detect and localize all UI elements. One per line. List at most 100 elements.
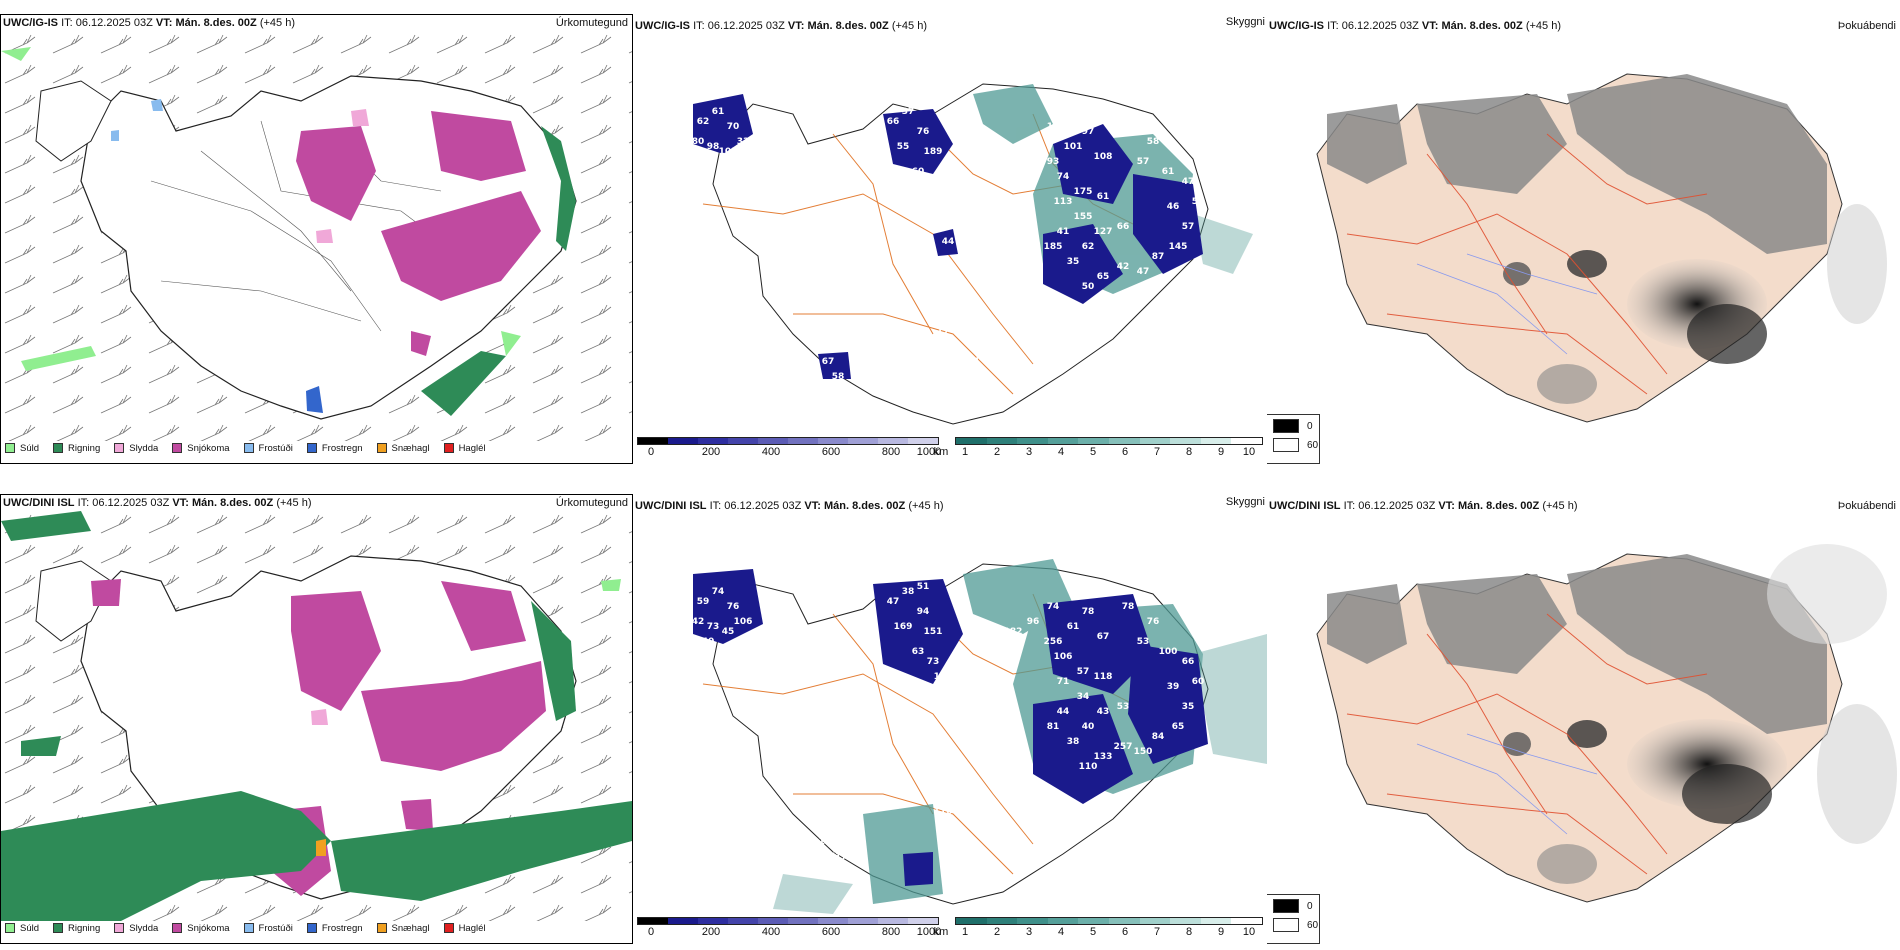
cloud-base-label: 57 [1137, 157, 1150, 167]
cloud-base-label: 145 [1169, 242, 1188, 252]
tick-label: 5 [1089, 446, 1097, 458]
cloud-base-label: 84 [1152, 732, 1165, 742]
tick-label: 6 [1121, 926, 1129, 938]
tick-label: 5 [1089, 926, 1097, 938]
cloud-base-label: 47 [1137, 267, 1150, 277]
tick-label: 10 [1242, 926, 1256, 938]
cloud-base-label: 44 [942, 237, 955, 247]
cloud-base-label: 58 [957, 257, 970, 267]
tick-label: 7 [1153, 926, 1161, 938]
legend-item: Rigning [53, 443, 100, 454]
cloud-base-label: 70 [727, 122, 740, 132]
cloud-base-label: 54 [827, 345, 840, 355]
tick-label: 3 [1025, 926, 1033, 938]
cloud-base-label: 56 [1007, 147, 1020, 157]
cloud-base-label: 717 [829, 852, 848, 862]
cloud-base-label: 93 [1047, 157, 1060, 167]
cloud-base-colorbar: m02004006008001000 [637, 917, 941, 939]
cloud-base-label: 150 [1134, 747, 1153, 757]
cloud-base-label: 65 [1172, 722, 1185, 732]
tick-label: 6 [1121, 446, 1129, 458]
tick-label: 1000 [916, 446, 942, 458]
fog-index-panel-row1: UWC/IG-IS IT: 06.12.2025 03Z VT: Mán. 8.… [1267, 14, 1900, 464]
cloud-base-label: 35 [1182, 702, 1195, 712]
tick-label: 1 [961, 926, 969, 938]
cloud-base-label: 47 [887, 597, 900, 607]
cloud-visibility-panel-row1: UWC/IG-IS IT: 06.12.2025 03Z VT: Mán. 8.… [633, 14, 1267, 464]
cloud-base-label: 74 [1057, 172, 1070, 182]
cloud-base-label: 61 [1097, 192, 1110, 202]
legend-item: 0 [1273, 899, 1319, 913]
cloud-base-label: 66 [1182, 657, 1195, 667]
cloud-base-label: 96 [1027, 617, 1040, 627]
cloud-base-label: 100 [1159, 647, 1178, 657]
legend-item: Frostregn [306, 923, 363, 934]
cloud-base-label: 60 [1192, 677, 1205, 687]
cloud-base-colorbar: m02004006008001000 [637, 437, 942, 459]
cloud-base-label: 76 [917, 127, 930, 137]
cloud-base-label: 189 [924, 147, 943, 157]
precip-legend: Súld Rigning Slydda Snjókoma Frostúði Fr… [5, 439, 500, 457]
cloud-base-label: 52 [947, 827, 960, 837]
cloud-base-label: 61 [1162, 167, 1175, 177]
cloud-base-label: 78 [1122, 602, 1135, 612]
tick-label: 3 [1025, 446, 1033, 458]
cloud-base-label: 44 [967, 357, 980, 367]
cloud-base-label: 67 [822, 357, 835, 367]
precip-type-panel-row2: UWC/DINI ISL IT: 06.12.2025 03Z VT: Mán.… [0, 494, 633, 944]
colorbar-unit: km [933, 926, 949, 938]
cloud-base-label: 42 [1117, 262, 1130, 272]
cloud-base-label: 113 [1054, 197, 1073, 207]
cloud-base-label: 108 [1094, 152, 1113, 162]
tick-label: 400 [761, 446, 781, 458]
cloud-base-label: 40 [702, 637, 715, 647]
panel-title: UWC/DINI ISL IT: 06.12.2025 03Z VT: Mán.… [3, 497, 312, 509]
cloud-base-label: 80 [692, 137, 705, 147]
tick-label: 8 [1185, 446, 1193, 458]
precip-type-map [1, 511, 632, 921]
cloud-base-label: 40 [1082, 722, 1095, 732]
legend-item: Súld [5, 443, 39, 454]
cloud-base-label: 257 [1114, 742, 1133, 752]
cloud-base-label: 57 [947, 207, 960, 217]
cloud-base-label: 109 [699, 157, 718, 167]
cloud-base-label: 73 [707, 622, 720, 632]
cloud-base-label: 57 [1182, 222, 1195, 232]
cloud-base-label: 110 [1079, 762, 1098, 772]
cloud-base-label: 35 [1067, 257, 1080, 267]
cloud-base-label: 175 [1074, 187, 1093, 197]
legend-item: Frostúði [243, 923, 293, 934]
cloud-base-label: 74 [942, 717, 955, 727]
cloud-base-label: 127 [1094, 227, 1113, 237]
cloud-base-label: 106 [734, 617, 753, 627]
cloud-base-label: 38 [1067, 737, 1080, 747]
legend-item: Slydda [114, 443, 158, 454]
cloud-base-label: 65 [1097, 272, 1110, 282]
precip-type-panel-row1: UWC/IG-IS IT: 06.12.2025 03Z VT: Mán. 8.… [0, 14, 633, 464]
precip-type-map [1, 31, 632, 441]
fog-label: Þokuábendi [1837, 500, 1896, 512]
panel-title: UWC/IG-IS IT: 06.12.2025 03Z VT: Mán. 8.… [3, 17, 295, 29]
legend-item: Rigning [53, 923, 100, 934]
legend-item: Súld [5, 923, 39, 934]
cloud-base-label: 47 [1182, 177, 1195, 187]
cloud-base-label: 62 [1082, 242, 1095, 252]
tick-label: 400 [761, 926, 781, 938]
tick-label: 9 [1217, 446, 1225, 458]
cloud-base-label: 58 [1147, 137, 1160, 147]
tick-label: 9 [1217, 926, 1225, 938]
legend-item: Frostregn [306, 443, 363, 454]
cloud-base-label: 155 [1074, 212, 1093, 222]
cloud-base-label: 78 [1082, 607, 1095, 617]
low-cloud-areas [693, 94, 1203, 379]
fog-index-map [1316, 544, 1897, 903]
cloud-base-label: 65 [1122, 122, 1135, 132]
cloud-base-label: 133 [1094, 752, 1113, 762]
cloud-base-label: 59 [697, 597, 710, 607]
legend-item: 60 [1273, 918, 1319, 932]
tick-label: 1 [961, 446, 969, 458]
cloud-base-label: 61 [1027, 137, 1040, 147]
tick-label: 4 [1057, 926, 1065, 938]
visibility-colorbar: km 1 2 3 4 5 6 7 8 9 10 [934, 437, 1263, 459]
